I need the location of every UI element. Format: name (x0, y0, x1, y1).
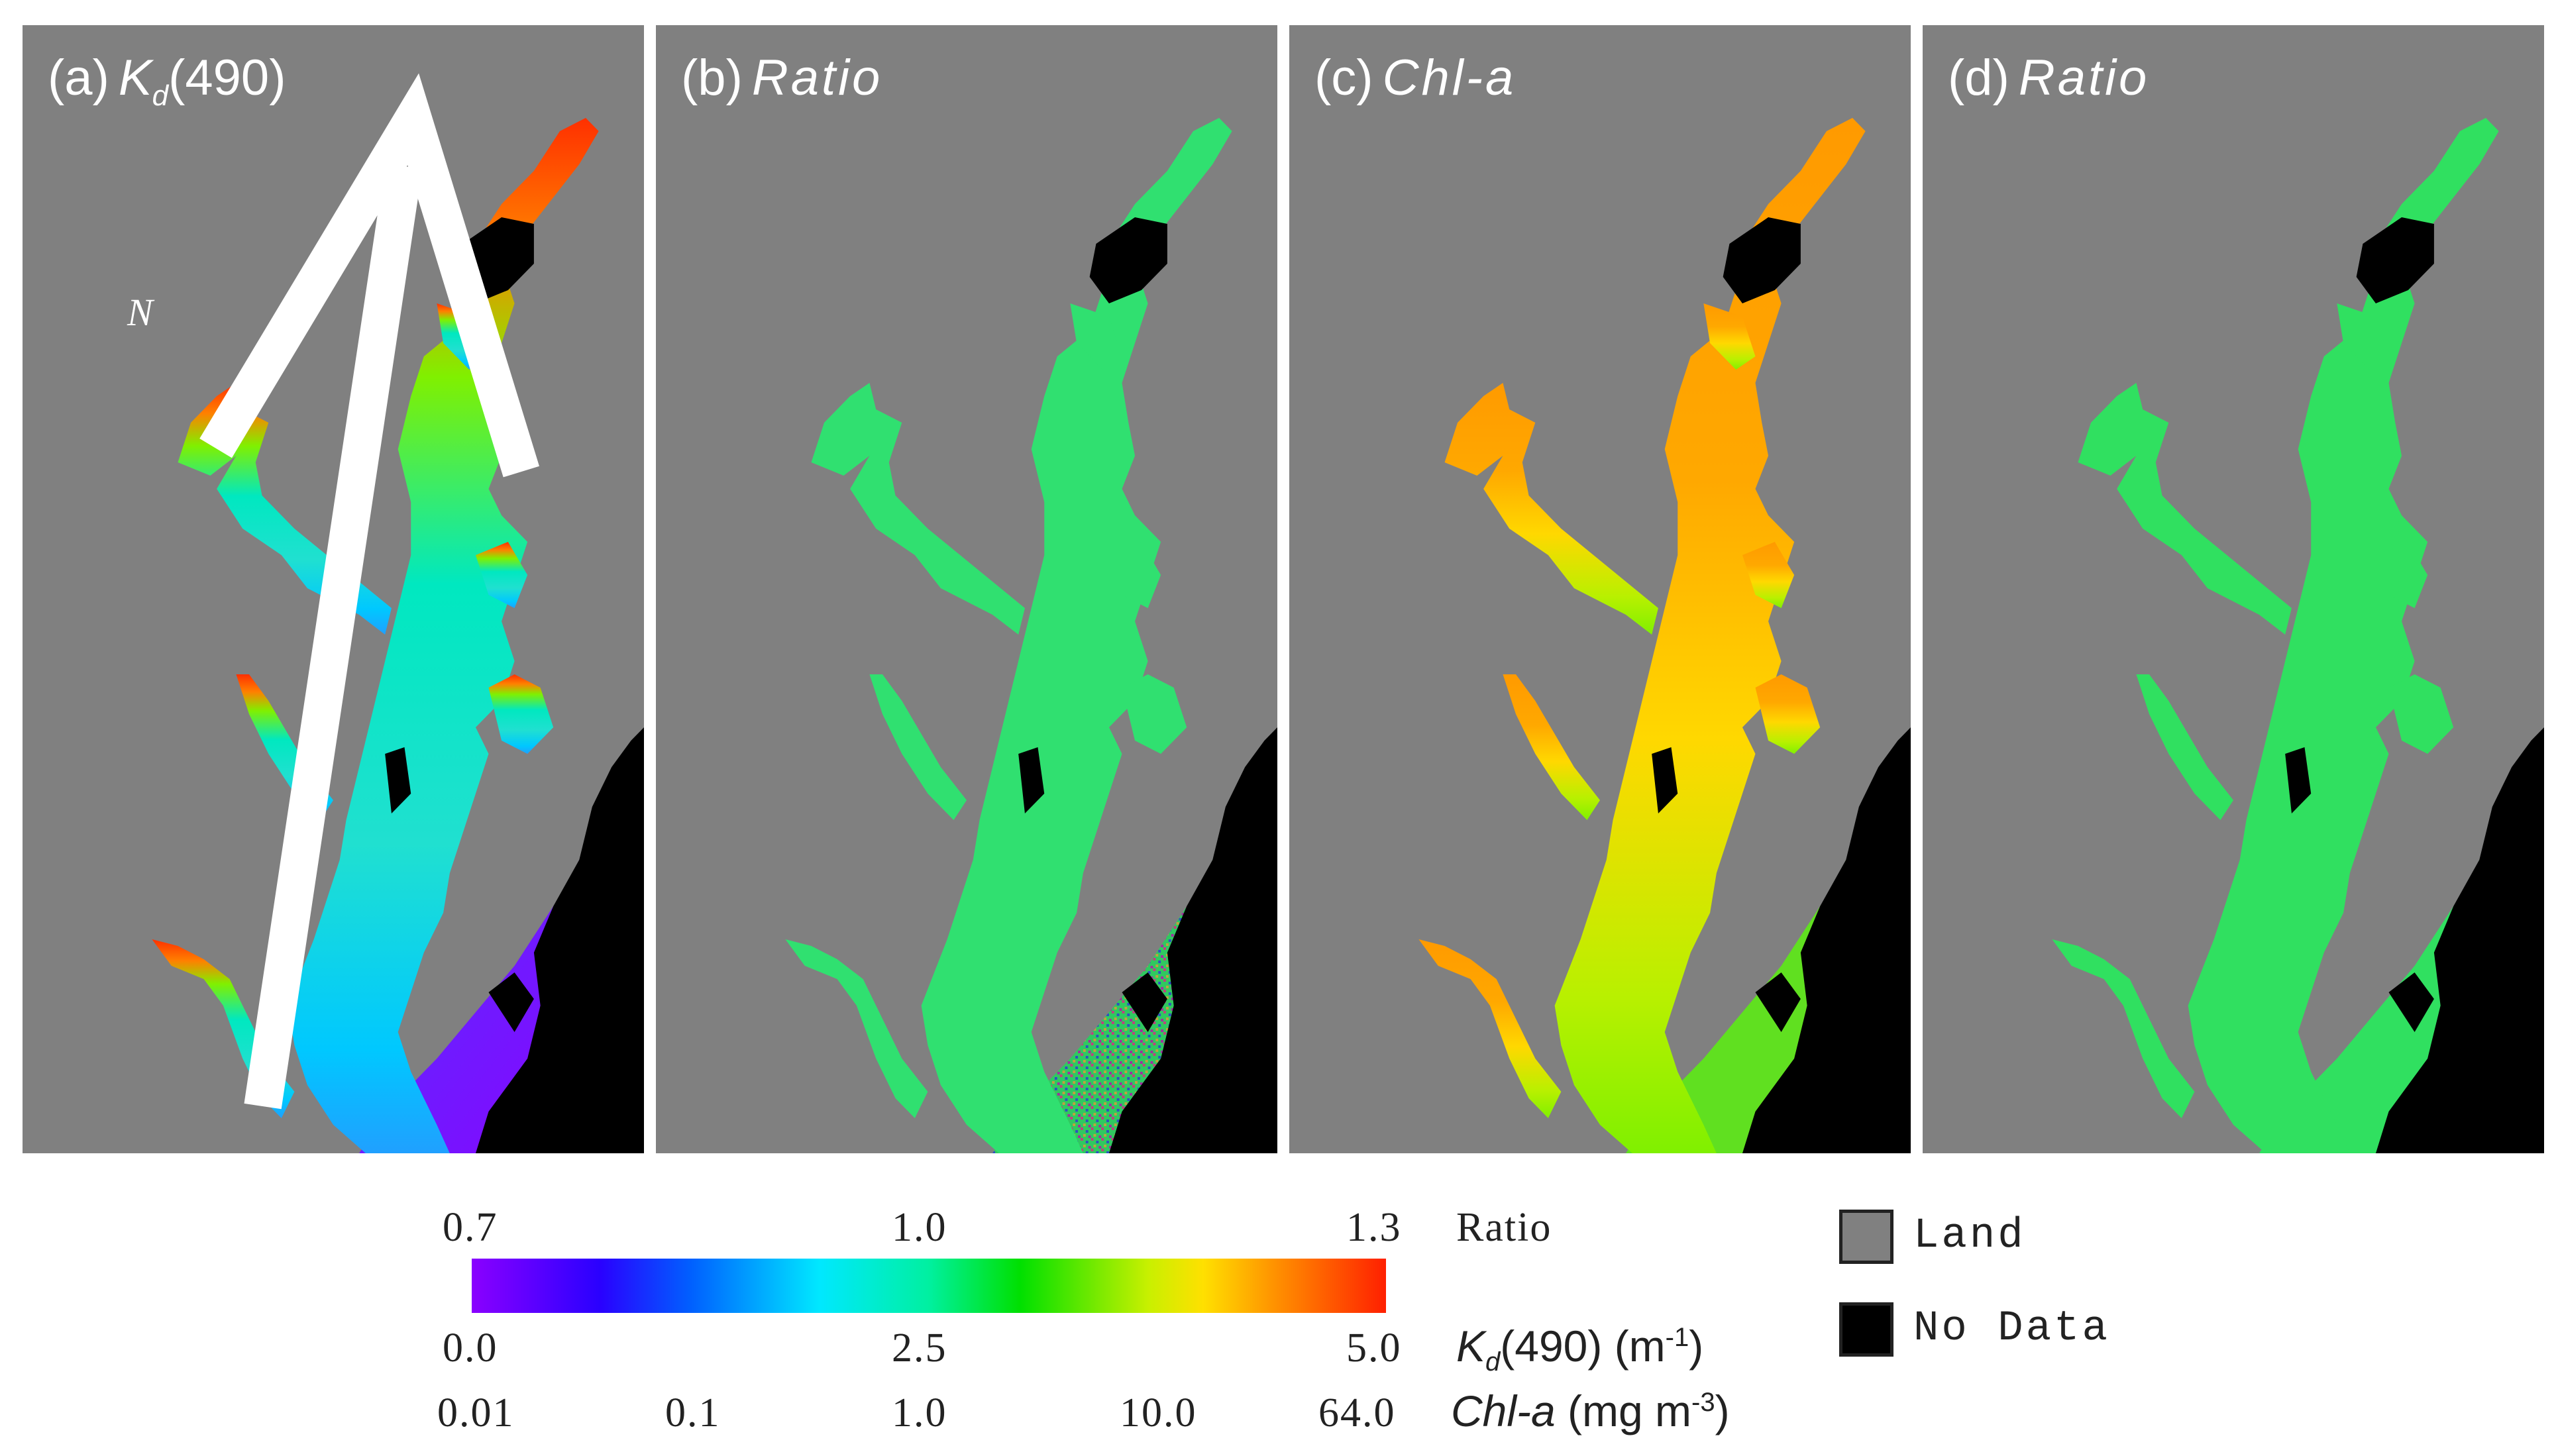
bay-map-kd490 (152, 118, 644, 1153)
ratio-tick-2: 1.3 (1346, 1205, 1402, 1250)
panel-c-title: (c) Chl-a (1314, 50, 1517, 106)
bay-map-chla (1418, 118, 1911, 1153)
ratio-tick-0: 0.7 (443, 1205, 498, 1250)
kd-label: Kd(490) (m-1) (1456, 1322, 1704, 1377)
colorbar (472, 1259, 1386, 1313)
ratio-label: Ratio (1456, 1205, 1552, 1250)
panel-b-title: (b) Ratio (681, 50, 883, 106)
bay-map-ratio-2 (2052, 118, 2544, 1153)
nodata-swatch (1839, 1302, 1893, 1357)
panel-a: (a) Kd(490) N (23, 25, 644, 1153)
north-label: N (127, 291, 153, 334)
land-swatch (1839, 1210, 1893, 1264)
bay-map-ratio-1 (785, 118, 1277, 1153)
land-label: Land (1913, 1212, 2026, 1260)
panel-c: (c) Chl-a (1289, 25, 1911, 1153)
panel-b: (b) Ratio (656, 25, 1277, 1153)
chl-tick-4: 64.0 (1318, 1390, 1396, 1435)
nodata-label: No Data (1913, 1305, 2110, 1353)
panel-d: (d) Ratio (1923, 25, 2544, 1153)
chl-label: Chl-a (mg m-3) (1451, 1386, 1730, 1435)
kd-tick-2: 5.0 (1346, 1326, 1402, 1371)
ratio-tick-1: 1.0 (892, 1205, 947, 1250)
chl-tick-3: 10.0 (1120, 1390, 1197, 1435)
panel-a-title: (a) Kd(490) (48, 50, 286, 113)
chl-tick-0: 0.01 (437, 1390, 515, 1435)
kd-tick-0: 0.0 (443, 1326, 498, 1371)
chl-tick-2: 1.0 (892, 1390, 947, 1435)
kd-tick-1: 2.5 (892, 1326, 947, 1371)
chl-tick-1: 0.1 (665, 1390, 721, 1435)
north-arrow-icon (199, 73, 539, 1110)
panel-d-title: (d) Ratio (1948, 50, 2150, 106)
